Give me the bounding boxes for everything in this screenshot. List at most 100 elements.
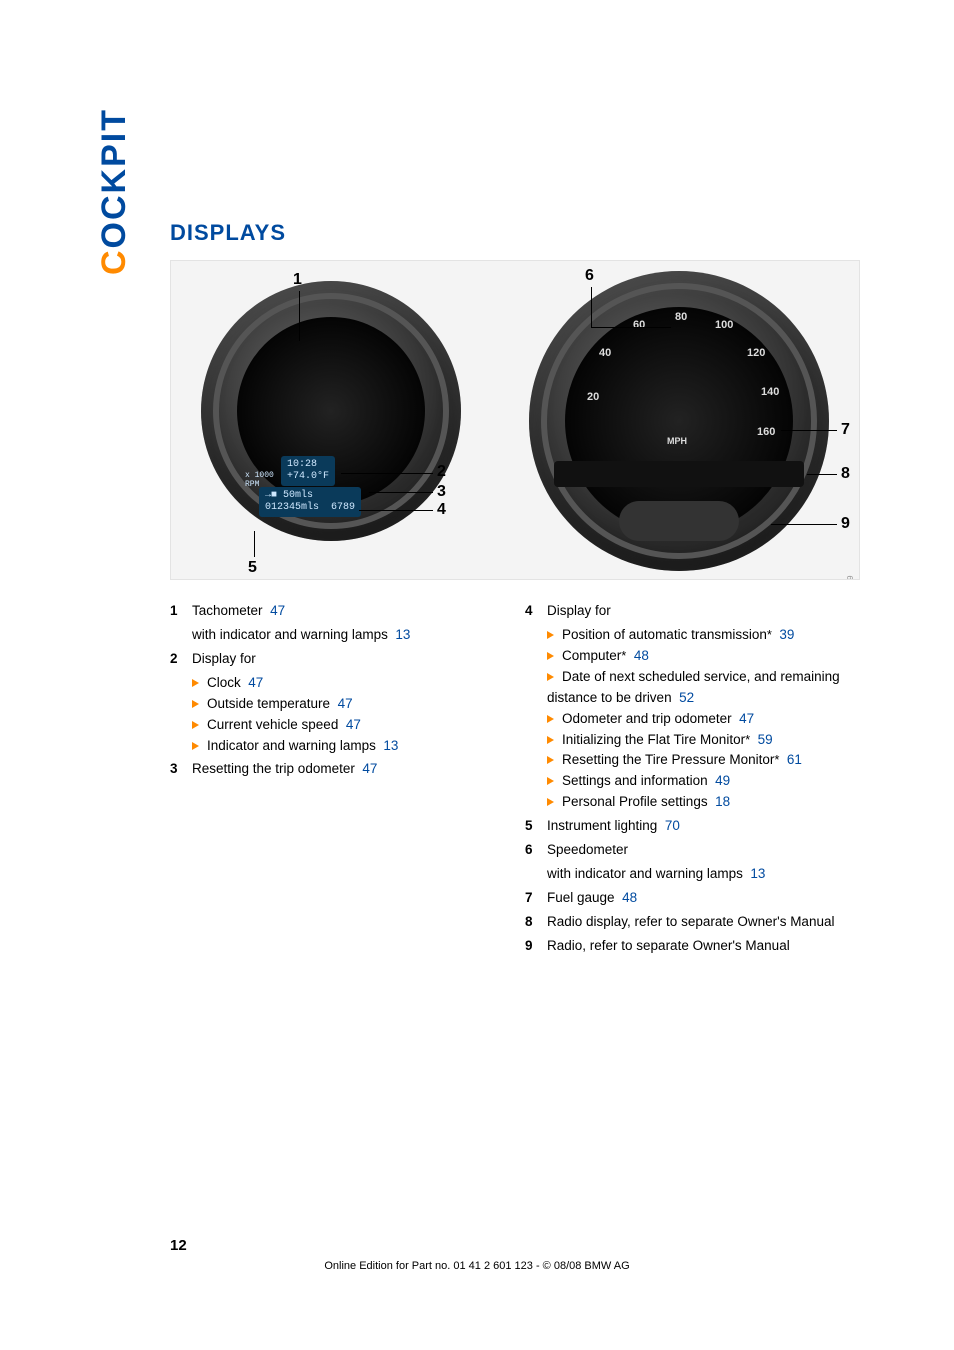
- page-ref[interactable]: 47: [739, 711, 754, 726]
- bullet-text: Personal Profile settings: [562, 794, 708, 809]
- list-item-4: 4 Display for: [525, 601, 860, 622]
- page-ref[interactable]: 48: [634, 648, 649, 663]
- leader-line: [359, 510, 433, 511]
- speed-tick: 80: [675, 311, 687, 323]
- bullet-text: Clock: [207, 675, 241, 690]
- triangle-icon: [547, 631, 554, 639]
- speed-tick: 160: [757, 426, 775, 438]
- item-number: 5: [525, 816, 547, 837]
- triangle-icon: [547, 673, 554, 681]
- triangle-icon: [547, 715, 554, 723]
- bullet-text: Current vehicle speed: [207, 717, 338, 732]
- bullet-row: Outside temperature 47: [170, 694, 505, 715]
- bullet-text: Indicator and warning lamps: [207, 738, 376, 753]
- mph-label: MPH: [667, 436, 687, 446]
- page-ref[interactable]: 47: [362, 761, 377, 776]
- page-ref[interactable]: 47: [338, 696, 353, 711]
- page-ref[interactable]: 47: [346, 717, 361, 732]
- triangle-icon: [547, 736, 554, 744]
- page-ref[interactable]: 13: [383, 738, 398, 753]
- displays-figure: x 1000 RPM 10:28 +74.0°F →■ 50mls 012345…: [170, 260, 860, 580]
- item-number: 4: [525, 601, 547, 622]
- page-ref[interactable]: 59: [758, 732, 773, 747]
- list-item-6: 6 Speedometer: [525, 840, 860, 861]
- leader-line: [771, 524, 837, 525]
- page-ref[interactable]: 49: [715, 773, 730, 788]
- list-item-9: 9 Radio, refer to separate Owner's Manua…: [525, 936, 860, 957]
- radio-display-slot: [554, 461, 804, 487]
- list-item-2: 2 Display for: [170, 649, 505, 670]
- callout-6: 6: [585, 267, 594, 285]
- bullet-row: Clock 47: [170, 673, 505, 694]
- bullet-row: Position of automatic transmission* 39: [525, 625, 860, 646]
- bullet-text: Settings and information: [562, 773, 708, 788]
- page-ref[interactable]: 13: [750, 866, 765, 881]
- item-title: Display for: [192, 651, 256, 666]
- triangle-icon: [547, 652, 554, 660]
- page-ref[interactable]: 13: [395, 627, 410, 642]
- triangle-icon: [192, 742, 199, 750]
- leader-line: [299, 291, 300, 341]
- page-ref[interactable]: 48: [622, 890, 637, 905]
- leader-line: [591, 327, 671, 328]
- speed-tick: 60: [633, 319, 645, 331]
- item-number: 8: [525, 912, 547, 933]
- list-item-3: 3 Resetting the trip odometer 47: [170, 759, 505, 780]
- speed-tick: 120: [747, 347, 765, 359]
- page-ref[interactable]: 47: [248, 675, 263, 690]
- callout-7: 7: [841, 421, 850, 439]
- option-star: *: [774, 752, 779, 767]
- bullet-text: Initializing the Flat Tire Monitor: [562, 732, 745, 747]
- item-body: Fuel gauge 48: [547, 888, 860, 909]
- leader-line: [781, 430, 837, 431]
- page-ref[interactable]: 61: [787, 752, 802, 767]
- triangle-icon: [192, 700, 199, 708]
- item-title: Radio display, refer to separate Owner's…: [547, 914, 834, 929]
- bullet-row: Date of next scheduled service, and rema…: [525, 667, 860, 709]
- leader-line: [369, 492, 433, 493]
- bullet-row: Settings and information 49: [525, 771, 860, 792]
- callout-9: 9: [841, 515, 850, 533]
- page-heading: DISPLAYS: [170, 220, 864, 246]
- list-item-5: 5 Instrument lighting 70: [525, 816, 860, 837]
- page-ref[interactable]: 52: [679, 690, 694, 705]
- sub-text: with indicator and warning lamps: [192, 627, 388, 642]
- option-star: *: [621, 648, 626, 663]
- list-item-7: 7 Fuel gauge 48: [525, 888, 860, 909]
- callout-2: 2: [437, 463, 446, 481]
- list-item-8: 8 Radio display, refer to separate Owner…: [525, 912, 860, 933]
- page-ref[interactable]: 47: [270, 603, 285, 618]
- item-body: Display for: [192, 649, 505, 670]
- item-body: Tachometer 47: [192, 601, 505, 622]
- triangle-icon: [547, 777, 554, 785]
- callout-4: 4: [437, 501, 446, 519]
- bullet-text: Resetting the Tire Pressure Monitor: [562, 752, 774, 767]
- tach-lcd-top: 10:28 +74.0°F: [281, 456, 335, 486]
- page-ref[interactable]: 18: [715, 794, 730, 809]
- section-rest: OCKPIT: [95, 108, 133, 248]
- item-title: Fuel gauge: [547, 890, 615, 905]
- bullet-row: Current vehicle speed 47: [170, 715, 505, 736]
- triangle-icon: [547, 798, 554, 806]
- bullet-row: Initializing the Flat Tire Monitor* 59: [525, 730, 860, 751]
- item-number: 3: [170, 759, 192, 780]
- leader-line: [807, 474, 837, 475]
- sub-text: with indicator and warning lamps: [547, 866, 743, 881]
- item-body: Resetting the trip odometer 47: [192, 759, 505, 780]
- bullet-row: Resetting the Tire Pressure Monitor* 61: [525, 750, 860, 771]
- bullet-text: Odometer and trip odometer: [562, 711, 732, 726]
- section-highlight: C: [95, 248, 133, 275]
- radio-controls: [619, 501, 739, 541]
- item-body: Display for: [547, 601, 860, 622]
- item-body: Radio display, refer to separate Owner's…: [547, 912, 860, 933]
- item-title: Display for: [547, 603, 611, 618]
- option-star: *: [767, 627, 772, 642]
- item-body: Radio, refer to separate Owner's Manual: [547, 936, 860, 957]
- page-ref[interactable]: 39: [779, 627, 794, 642]
- page-ref[interactable]: 70: [665, 818, 680, 833]
- item-title: Tachometer: [192, 603, 263, 618]
- page-number: 12: [170, 1237, 187, 1254]
- item-number: 9: [525, 936, 547, 957]
- footer-text: Online Edition for Part no. 01 41 2 601 …: [0, 1260, 954, 1272]
- bullet-text: Position of automatic transmission: [562, 627, 767, 642]
